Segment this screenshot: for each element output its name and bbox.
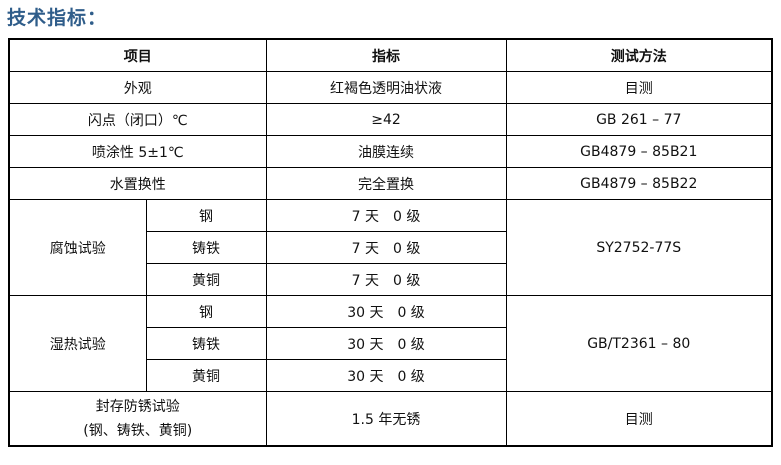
value-cell: 7 天 0 级 xyxy=(265,231,507,264)
method-cell: 目测 xyxy=(505,71,773,104)
section-title: 技术指标： xyxy=(7,7,108,29)
table-row: 闪点（闭口）℃ ≥42 GB 261 – 77 xyxy=(8,103,773,136)
group-method-cell: GB/T2361 – 80 xyxy=(505,295,773,392)
table-row: 外观 红褐色透明油状液 目测 xyxy=(8,71,773,104)
value-cell: 1.5 年无锈 xyxy=(265,391,507,447)
item-cell: 封存防锈试验 (钢、铸铁、黄铜) xyxy=(8,391,267,447)
table-row: 湿热试验 钢 30 天 0 级 GB/T2361 – 80 xyxy=(8,295,773,392)
header-item: 项目 xyxy=(8,38,267,72)
table-row: 黄铜 7 天 0 级 xyxy=(9,263,772,296)
method-cell: GB4879 – 85B21 xyxy=(505,135,773,168)
item-cell: 外观 xyxy=(8,71,267,104)
value-cell: 7 天 0 级 xyxy=(265,263,507,296)
item-line-1: 封存防锈试验 xyxy=(95,398,180,415)
material-cell: 钢 xyxy=(145,199,267,232)
method-cell: GB4879 – 85B22 xyxy=(505,167,773,200)
method-cell: 目测 xyxy=(505,391,773,447)
item-cell: 闪点（闭口）℃ xyxy=(8,103,267,136)
table-header-row: 项目 指标 测试方法 xyxy=(8,38,773,72)
material-cell: 黄铜 xyxy=(145,263,267,296)
value-cell: 30 天 0 级 xyxy=(265,295,507,328)
material-cell: 黄铜 xyxy=(145,359,267,392)
item-line-2: (钢、铸铁、黄铜) xyxy=(83,422,193,439)
table-row: 腐蚀试验 钢 7 天 0 级 SY2752-77S xyxy=(8,199,773,296)
header-method: 测试方法 xyxy=(505,38,773,72)
value-cell: 7 天 0 级 xyxy=(265,199,507,232)
item-cell: 喷涂性 5±1℃ xyxy=(8,135,267,168)
group-method-cell: SY2752-77S xyxy=(505,199,773,296)
value-cell: 油膜连续 xyxy=(265,135,507,168)
header-value: 指标 xyxy=(265,38,507,72)
material-cell: 铸铁 xyxy=(145,327,267,360)
value-cell: 30 天 0 级 xyxy=(265,327,507,360)
material-cell: 钢 xyxy=(145,295,267,328)
spec-table: 项目 指标 测试方法 外观 红褐色透明油状液 目测 闪点（闭口）℃ ≥42 GB 261… xyxy=(8,38,773,447)
group-item-cell: 腐蚀试验 xyxy=(8,199,147,296)
group-item-cell: 湿热试验 xyxy=(8,295,147,392)
table-row: 水置换性 完全置换 GB4879 – 85B22 xyxy=(8,167,773,200)
table-row: 封存防锈试验 (钢、铸铁、黄铜) 1.5 年无锈 目测 xyxy=(8,391,773,447)
table-row: 喷涂性 5±1℃ 油膜连续 GB4879 – 85B21 xyxy=(8,135,773,168)
value-cell: ≥42 xyxy=(265,103,507,136)
item-cell: 水置换性 xyxy=(8,167,267,200)
table-row: 铸铁 7 天 0 级 xyxy=(9,231,772,264)
method-cell: GB 261 – 77 xyxy=(505,103,773,136)
value-cell: 红褐色透明油状液 xyxy=(265,71,507,104)
material-cell: 铸铁 xyxy=(145,231,267,264)
table-row: 黄铜 30 天 0 级 xyxy=(9,359,772,392)
table-row: 铸铁 30 天 0 级 xyxy=(9,327,772,360)
value-cell: 完全置换 xyxy=(265,167,507,200)
value-cell: 30 天 0 级 xyxy=(265,359,507,392)
